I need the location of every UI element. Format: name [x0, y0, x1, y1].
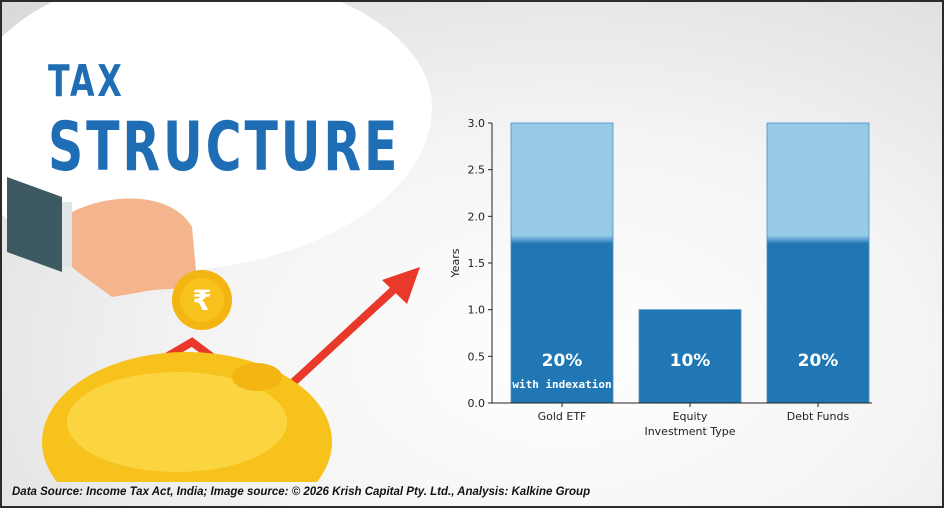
rupee-coin-icon: ₹ — [172, 270, 232, 330]
bar-sub-label: (with indexation) — [506, 378, 619, 391]
y-tick-label: 3.0 — [468, 117, 486, 130]
bar-debt-funds — [766, 122, 870, 404]
axes: Gold ETF Equity Debt Funds 0.0 0.5 1.0 1.5 2.0 2… — [468, 117, 872, 423]
rupee-symbol: ₹ — [192, 284, 211, 317]
y-tick-label: 2.0 — [468, 210, 486, 223]
y-axis-label: Years — [449, 248, 462, 278]
illustration: ₹ — [7, 177, 420, 482]
source-footer: Data Source: Income Tax Act, India; Imag… — [12, 486, 591, 498]
bar-value-label: 20% — [798, 351, 839, 371]
bar-chart: 20% (with indexation) 10% 20% Gold ETF Equit… — [449, 117, 872, 438]
hand-icon — [7, 177, 197, 297]
x-tick-label: Gold ETF — [538, 410, 587, 423]
x-axis-label: Investment Type — [644, 425, 735, 438]
piggy-bank-icon — [42, 352, 332, 482]
bar-gold-etf — [510, 122, 614, 404]
title-line-2: STRUCTURE — [48, 108, 401, 187]
y-tick-label: 1.0 — [468, 304, 486, 317]
y-tick-label: 0.5 — [468, 350, 486, 363]
bar-value-label: 20% — [542, 351, 583, 371]
y-tick-label: 0.0 — [468, 397, 486, 410]
title-line-1: TAX — [48, 56, 125, 107]
bars: 20% (with indexation) 10% 20% — [506, 122, 870, 404]
y-tick-label: 1.5 — [468, 257, 486, 270]
y-tick-label: 2.5 — [468, 164, 486, 177]
x-tick-label: Equity — [673, 410, 708, 423]
bar-value-label: 10% — [670, 351, 711, 371]
x-tick-label: Debt Funds — [787, 410, 850, 423]
